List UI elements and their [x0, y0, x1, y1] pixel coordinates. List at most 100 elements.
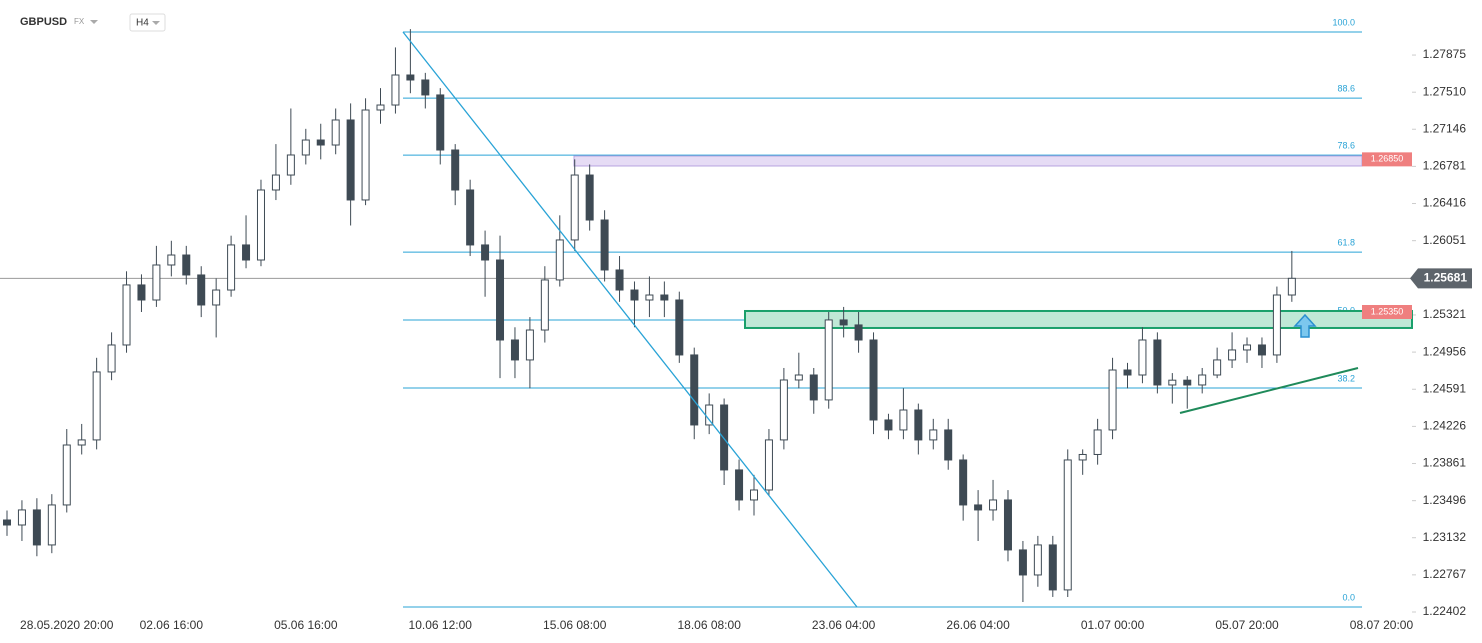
candle-body [346, 119, 355, 201]
candle-body [750, 489, 758, 501]
price-tag-label: 1.26850 [1371, 154, 1404, 164]
candle-body [809, 374, 818, 401]
candle-body [675, 299, 684, 356]
candle-body [436, 94, 445, 151]
candle-body [17, 509, 26, 526]
candle-body [1198, 374, 1207, 386]
candle-body [182, 254, 191, 276]
candle-body [989, 499, 998, 511]
arrow-up [1293, 313, 1317, 338]
candle-body [167, 254, 176, 266]
y-tick-label: 1.25321 [1423, 307, 1467, 321]
candle-body [735, 469, 744, 501]
symbol[interactable]: GBPUSD [20, 16, 67, 28]
y-tick-label: 1.26051 [1423, 233, 1467, 247]
candle-body [615, 269, 624, 291]
candle-body [376, 104, 385, 111]
candle-body [361, 109, 370, 201]
candle-body [466, 189, 475, 246]
candle-body [197, 274, 206, 306]
fib-label: 78.6 [1337, 140, 1355, 150]
candle-body [47, 504, 56, 546]
y-tick-label: 1.27875 [1423, 47, 1467, 61]
candle-body [92, 371, 101, 441]
y-tick-label: 1.27146 [1423, 121, 1467, 135]
candle-body [630, 289, 639, 301]
candle-body [1093, 429, 1102, 455]
x-tick-label: 08.07 20:00 [1350, 618, 1414, 632]
candle-body [1033, 544, 1042, 576]
candle-body [854, 324, 863, 341]
y-tick-label: 1.22402 [1423, 604, 1467, 618]
candle-body [1183, 379, 1192, 386]
current-price-tag [1410, 268, 1472, 289]
candle-body [570, 174, 579, 241]
candle-body [256, 189, 265, 261]
candle-body [1018, 549, 1027, 576]
candle-body [212, 289, 221, 306]
candle-body [271, 174, 280, 191]
candle-body [690, 354, 699, 426]
candle-body [899, 409, 908, 431]
x-tick-label: 10.06 12:00 [409, 618, 473, 632]
y-tick-label: 1.24591 [1423, 381, 1467, 395]
candle-body [660, 294, 669, 301]
zone [573, 155, 1363, 167]
candle-body [451, 149, 460, 191]
y-tick-label: 1.22767 [1423, 567, 1467, 581]
candle-body [1228, 349, 1237, 361]
fib-label: 38.2 [1337, 373, 1355, 383]
dropdown-icon[interactable] [90, 20, 98, 24]
fib-label: 88.6 [1337, 83, 1355, 93]
candle-body [585, 174, 594, 221]
candle-body [1257, 344, 1266, 356]
candle-body [510, 339, 519, 361]
candle-body [391, 74, 400, 106]
candle-body [316, 139, 325, 146]
candle-body [959, 459, 968, 506]
price-tag [1362, 305, 1412, 320]
candle-body [1138, 339, 1147, 376]
interval[interactable]: H4 [136, 18, 149, 29]
candle-body [824, 319, 833, 401]
candle-body [496, 259, 505, 341]
candle-body [555, 239, 564, 281]
candle-body [331, 119, 340, 146]
x-tick-label: 05.06 16:00 [274, 618, 338, 632]
candle-body [122, 284, 131, 346]
candle-body [286, 154, 295, 176]
interval-select[interactable] [129, 13, 166, 32]
candle-body [1168, 379, 1177, 386]
candle-body [77, 439, 86, 446]
y-tick-label: 1.26781 [1423, 159, 1467, 173]
candle-body [1243, 344, 1252, 351]
candle-body [914, 409, 923, 441]
candles [3, 29, 1296, 603]
dropdown-icon [152, 21, 160, 25]
candle-body [152, 264, 161, 301]
candle-body [406, 74, 415, 81]
candle-body [1048, 544, 1057, 591]
x-tick-label: 15.06 08:00 [543, 618, 607, 632]
market: FX [74, 17, 85, 26]
candle-body [720, 404, 729, 471]
candle-body [944, 429, 953, 461]
candle-body [1272, 294, 1281, 356]
candle-body [227, 244, 236, 291]
fib-label: 61.8 [1337, 237, 1355, 247]
zone [744, 309, 1413, 329]
trend-line [1179, 367, 1359, 414]
trend-line [402, 31, 858, 608]
x-tick-label: 23.06 04:00 [812, 618, 876, 632]
candle-body [1213, 359, 1222, 376]
candle-body [137, 284, 146, 301]
candle-body [794, 374, 803, 381]
y-tick-label: 1.24226 [1423, 419, 1467, 433]
candle-body [421, 79, 430, 96]
candle-body [779, 379, 788, 441]
x-tick-label: 05.07 20:00 [1215, 618, 1279, 632]
candle-body [1153, 339, 1162, 386]
candle-body [645, 294, 654, 301]
candle-body [1287, 277, 1296, 296]
